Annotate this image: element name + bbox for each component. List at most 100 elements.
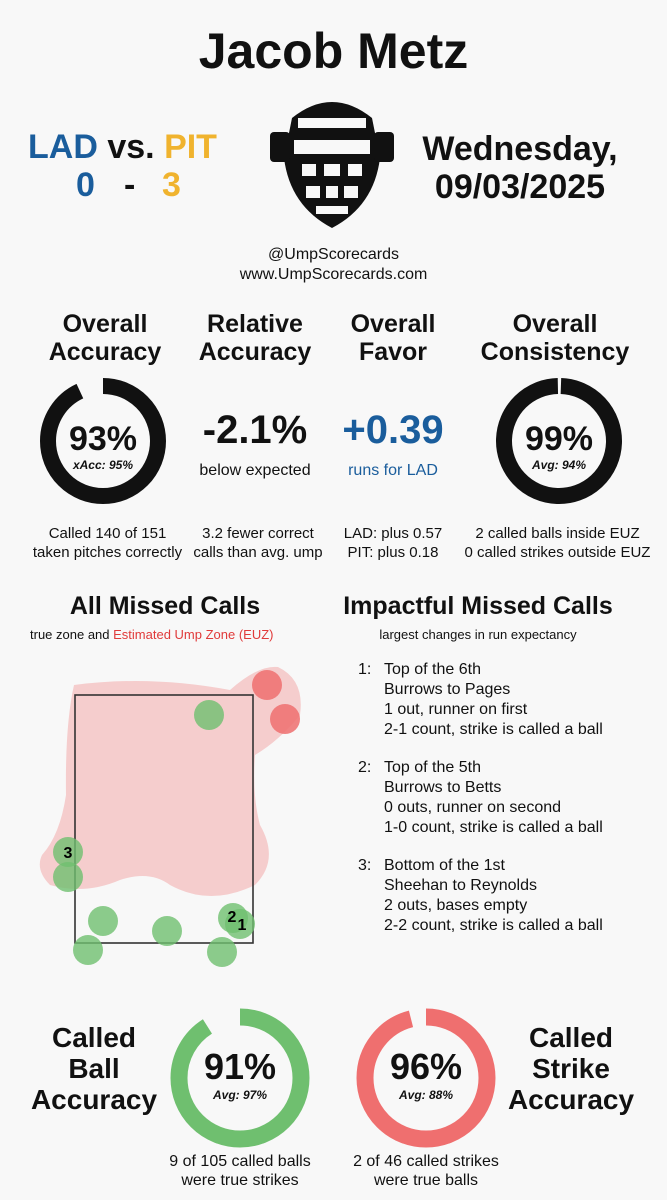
missed-pitch xyxy=(53,862,83,892)
call-inning: Top of the 6th xyxy=(384,661,481,678)
consistency-note-2: 0 called strikes outside EUZ xyxy=(464,544,651,561)
pitch-label-3: 3 xyxy=(64,845,73,862)
relative-value: -2.1% xyxy=(202,408,308,452)
accuracy-xacc: xAcc: 95% xyxy=(72,458,134,472)
call-situation: 1 out, runner on first xyxy=(384,701,528,718)
accuracy-ring xyxy=(40,378,166,504)
relative-header-line2: Accuracy xyxy=(198,338,312,366)
relative-note: 3.2 fewer correct calls than avg. ump xyxy=(178,524,338,562)
call-matchup: Burrows to Betts xyxy=(384,779,502,796)
relative-header: Relative Accuracy xyxy=(175,310,335,366)
accuracy-note-2: taken pitches correctly xyxy=(32,544,183,561)
pitch-label-1: 1 xyxy=(238,917,247,934)
relative-header-line1: Relative xyxy=(207,310,303,338)
pitch-label-2: 2 xyxy=(228,909,237,926)
call-situation: 2 outs, bases empty xyxy=(384,897,528,914)
favor-sub: runs for LAD xyxy=(348,462,438,479)
consistency-note-1: 2 called balls inside EUZ xyxy=(475,525,640,542)
call-inning: Top of the 5th xyxy=(384,759,481,776)
missed-pitch xyxy=(225,909,255,939)
consistency-header: Overall Consistency xyxy=(470,310,640,366)
consistency-ring xyxy=(496,378,622,504)
ball-accuracy-label-3: Accuracy xyxy=(30,1084,158,1115)
call-inning: Bottom of the 1st xyxy=(384,857,505,874)
strike-accuracy-avg: Avg: 88% xyxy=(398,1088,454,1102)
ball-accuracy-label-1: Called xyxy=(51,1022,137,1053)
away-score: 0 xyxy=(76,166,95,204)
ball-accuracy-note: 9 of 105 called balls were true strikes xyxy=(140,1152,340,1190)
accuracy-header: Overall Accuracy xyxy=(20,310,190,366)
strike-accuracy-label-2: Strike xyxy=(532,1053,610,1084)
missed-calls-sub-euz: Estimated Ump Zone (EUZ) xyxy=(113,627,274,642)
ball-accuracy-label-2: Ball xyxy=(68,1053,120,1084)
strike-accuracy-label: Called Strike Accuracy xyxy=(496,1022,646,1115)
favor-header: Overall Favor xyxy=(323,310,463,366)
impactful-call-1: 1: Top of the 6th Burrows to Pages 1 out,… xyxy=(358,660,603,740)
missed-pitch xyxy=(207,937,237,967)
away-team: LAD vs. PIT xyxy=(28,128,217,167)
ball-accuracy-ring xyxy=(170,1008,310,1148)
consistency-note: 2 called balls inside EUZ 0 called strik… xyxy=(455,524,660,562)
missed-calls-plot: 3 2 1 xyxy=(39,666,301,967)
estimated-ump-zone xyxy=(39,666,301,896)
vs-label: vs. xyxy=(107,128,155,166)
ball-accuracy-label: Called Ball Accuracy xyxy=(20,1022,168,1115)
impactful-sub: largest changes in run expectancy xyxy=(379,627,577,642)
missed-calls-sub: true zone and Estimated Ump Zone (EUZ) xyxy=(30,627,320,642)
strike-accuracy-ring xyxy=(356,1008,496,1148)
consistency-value: 99% xyxy=(524,420,594,458)
missed-pitch xyxy=(88,906,118,936)
strike-accuracy-label-3: Accuracy xyxy=(507,1084,635,1115)
accuracy-note: Called 140 of 151 taken pitches correctl… xyxy=(10,524,205,562)
missed-calls-sub-plain: true zone and xyxy=(30,627,114,642)
call-situation: 0 outs, runner on second xyxy=(384,799,562,816)
consistency-avg: Avg: 94% xyxy=(531,458,587,472)
ball-accuracy-note-1: 9 of 105 called balls xyxy=(169,1153,311,1170)
favor-note: LAD: plus 0.57 PIT: plus 0.18 xyxy=(328,524,458,562)
relative-note-2: calls than avg. ump xyxy=(193,544,323,561)
missed-pitch xyxy=(270,704,300,734)
call-number: 2: xyxy=(358,759,372,776)
home-score: 3 xyxy=(162,166,181,204)
missed-pitch xyxy=(194,700,224,730)
call-count: 1-0 count, strike is called a ball xyxy=(384,819,603,836)
call-number: 3: xyxy=(358,857,372,874)
missed-pitch xyxy=(252,670,282,700)
umpire-name: Jacob Metz xyxy=(198,23,469,79)
strike-accuracy-value: 96% xyxy=(389,1046,463,1087)
strike-accuracy-label-1: Called xyxy=(528,1022,614,1053)
relative-note-1: 3.2 fewer correct xyxy=(202,525,314,542)
ball-accuracy-avg: Avg: 97% xyxy=(212,1088,268,1102)
away-team-abbr: LAD xyxy=(28,128,98,166)
impactful-call-3: 3: Bottom of the 1st Sheehan to Reynolds … xyxy=(358,856,603,936)
favor-note-1: LAD: plus 0.57 xyxy=(343,525,443,542)
accuracy-header-line1: Overall xyxy=(62,310,148,338)
score-dash: - xyxy=(124,166,136,204)
impactful-call-2: 2: Top of the 5th Burrows to Betts 0 outs… xyxy=(358,758,603,838)
favor-header-line1: Overall xyxy=(350,310,436,338)
accuracy-header-line2: Accuracy xyxy=(48,338,162,366)
ball-accuracy-value: 91% xyxy=(203,1046,277,1087)
website: www.UmpScorecards.com xyxy=(239,266,428,283)
favor-header-line2: Favor xyxy=(358,338,428,366)
game-date: Wednesday, 09/03/2025 xyxy=(410,130,630,206)
twitter-handle: @UmpScorecards xyxy=(268,246,399,263)
impactful-title: Impactful Missed Calls xyxy=(343,592,613,620)
missed-pitch xyxy=(53,837,83,867)
game-weekday: Wednesday, xyxy=(422,130,618,168)
consistency-header-line1: Overall xyxy=(512,310,598,338)
call-matchup: Burrows to Pages xyxy=(384,681,511,698)
favor-note-2: PIT: plus 0.18 xyxy=(347,544,439,561)
missed-pitch xyxy=(152,916,182,946)
missed-calls-title: All Missed Calls xyxy=(69,592,261,620)
accuracy-ring-arc xyxy=(40,378,166,504)
accuracy-note-1: Called 140 of 151 xyxy=(48,525,167,542)
strike-accuracy-note-1: 2 of 46 called strikes xyxy=(353,1153,499,1170)
relative-sub: below expected xyxy=(199,462,311,479)
strike-accuracy-note-2: were true balls xyxy=(373,1172,479,1189)
favor-value: +0.39 xyxy=(342,408,444,452)
call-number: 1: xyxy=(358,661,372,678)
missed-pitch xyxy=(73,935,103,965)
call-matchup: Sheehan to Reynolds xyxy=(384,877,537,894)
umpire-mask-icon xyxy=(270,102,394,228)
